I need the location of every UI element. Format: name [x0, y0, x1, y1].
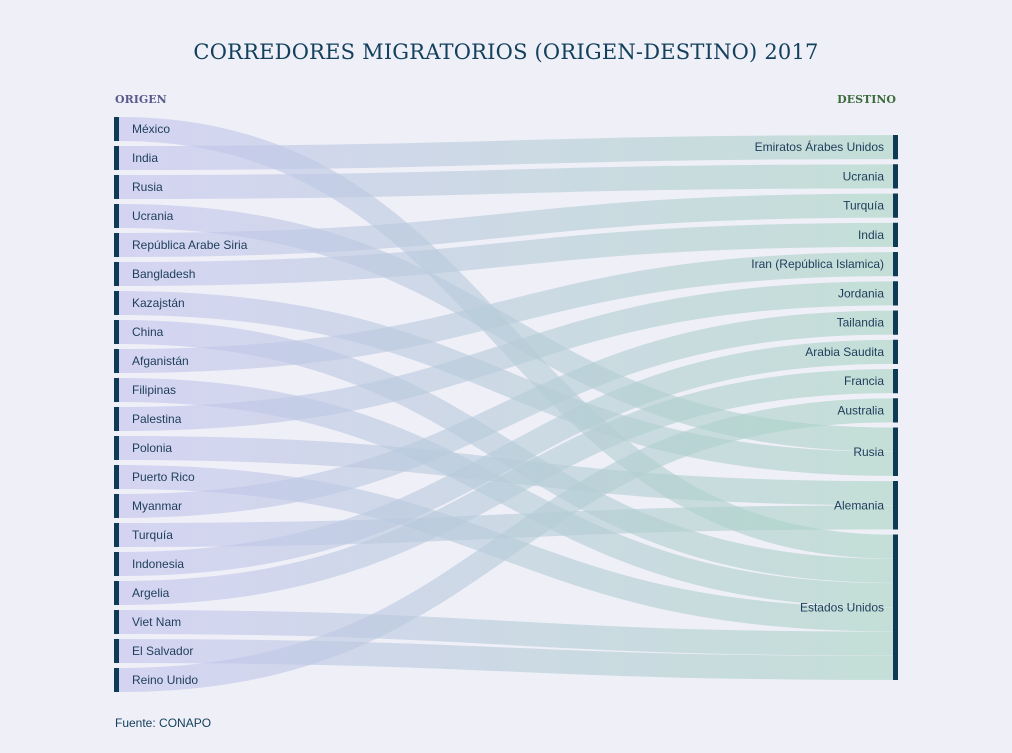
flow-8[interactable] [118, 252, 894, 373]
origin-node-7[interactable] [114, 320, 119, 344]
origin-header: ORIGEN [115, 93, 167, 106]
flow-14[interactable] [118, 505, 894, 547]
destination-node-10[interactable] [893, 427, 898, 477]
destination-node-3[interactable] [893, 222, 898, 247]
flow-19[interactable] [118, 398, 894, 692]
origin-label-5: Bangladesh [132, 267, 195, 281]
origin-node-2[interactable] [114, 175, 119, 199]
destination-label-4: Iran (República Islamica) [751, 257, 884, 271]
origin-label-15: Indonesia [132, 557, 184, 571]
origin-label-11: Polonia [132, 441, 172, 455]
flow-6[interactable] [118, 291, 894, 476]
origin-label-3: Ucrania [132, 209, 174, 223]
destination-label-9: Australia [837, 403, 884, 417]
destination-node-5[interactable] [893, 281, 898, 306]
destination-node-4[interactable] [893, 252, 898, 277]
origin-label-14: Turquía [132, 528, 173, 542]
flow-17[interactable] [118, 610, 894, 656]
destination-label-10: Rusia [853, 445, 884, 459]
destination-label-0: Emiratos Árabes Unidos [755, 139, 884, 154]
origin-node-18[interactable] [114, 639, 119, 663]
origin-node-16[interactable] [114, 581, 119, 605]
destination-label-7: Arabia Saudita [805, 345, 884, 359]
origin-label-1: India [132, 151, 158, 165]
origin-label-4: República Arabe Siria [132, 238, 248, 252]
origin-label-17: Viet Nam [132, 615, 181, 629]
destination-node-7[interactable] [893, 339, 898, 364]
origin-label-18: El Salvador [132, 644, 193, 658]
destination-label-2: Turquía [843, 199, 884, 213]
origin-label-13: Myanmar [132, 499, 182, 513]
origin-node-19[interactable] [114, 668, 119, 692]
destination-label-12: Estados Unidos [800, 600, 884, 614]
origin-node-1[interactable] [114, 146, 119, 170]
destination-label-11: Alemania [834, 498, 884, 512]
origin-node-11[interactable] [114, 436, 119, 460]
destination-node-11[interactable] [893, 481, 898, 530]
destination-node-8[interactable] [893, 369, 898, 394]
destination-node-0[interactable] [893, 135, 898, 160]
destination-node-1[interactable] [893, 164, 898, 189]
origin-node-4[interactable] [114, 233, 119, 257]
origin-node-9[interactable] [114, 378, 119, 402]
origin-label-10: Palestina [132, 412, 182, 426]
origin-label-12: Puerto Rico [132, 470, 195, 484]
flow-13[interactable] [118, 310, 894, 518]
destination-node-9[interactable] [893, 398, 898, 423]
flow-4[interactable] [118, 193, 894, 257]
origin-node-17[interactable] [114, 610, 119, 634]
flow-1[interactable] [118, 135, 894, 170]
flow-16[interactable] [118, 369, 894, 605]
origin-label-6: Kazajstán [132, 296, 185, 310]
origin-node-6[interactable] [114, 291, 119, 315]
origin-label-19: Reino Unido [132, 673, 198, 687]
destination-node-6[interactable] [893, 310, 898, 335]
origin-node-8[interactable] [114, 349, 119, 373]
origin-label-16: Argelia [132, 586, 170, 600]
destination-header: DESTINO [837, 93, 896, 106]
destination-node-2[interactable] [893, 193, 898, 218]
flow-5[interactable] [118, 222, 894, 286]
destination-label-1: Ucrania [843, 169, 885, 183]
origin-node-3[interactable] [114, 204, 119, 228]
flow-15[interactable] [118, 339, 894, 576]
flow-10[interactable] [118, 281, 894, 431]
flow-18[interactable] [118, 639, 894, 680]
origin-node-0[interactable] [114, 117, 119, 141]
origin-node-5[interactable] [114, 262, 119, 286]
destination-node-12[interactable] [893, 534, 898, 681]
origin-node-13[interactable] [114, 494, 119, 518]
origin-node-12[interactable] [114, 465, 119, 489]
chart-title: CORREDORES MIGRATORIOS (ORIGEN-DESTINO) … [193, 40, 819, 64]
destination-label-3: India [858, 228, 884, 242]
origin-label-7: China [132, 325, 164, 339]
origin-label-2: Rusia [132, 180, 163, 194]
origin-label-9: Filipinas [132, 383, 176, 397]
flow-2[interactable] [118, 164, 894, 199]
origin-label-8: Afganistán [132, 354, 189, 368]
origin-node-15[interactable] [114, 552, 119, 576]
origin-node-14[interactable] [114, 523, 119, 547]
source-note: Fuente: CONAPO [115, 716, 212, 730]
destination-label-8: Francia [844, 374, 884, 388]
origin-node-10[interactable] [114, 407, 119, 431]
destination-label-6: Tailandia [837, 316, 885, 330]
origin-label-0: México [132, 122, 170, 136]
destination-label-5: Jordania [838, 286, 884, 300]
